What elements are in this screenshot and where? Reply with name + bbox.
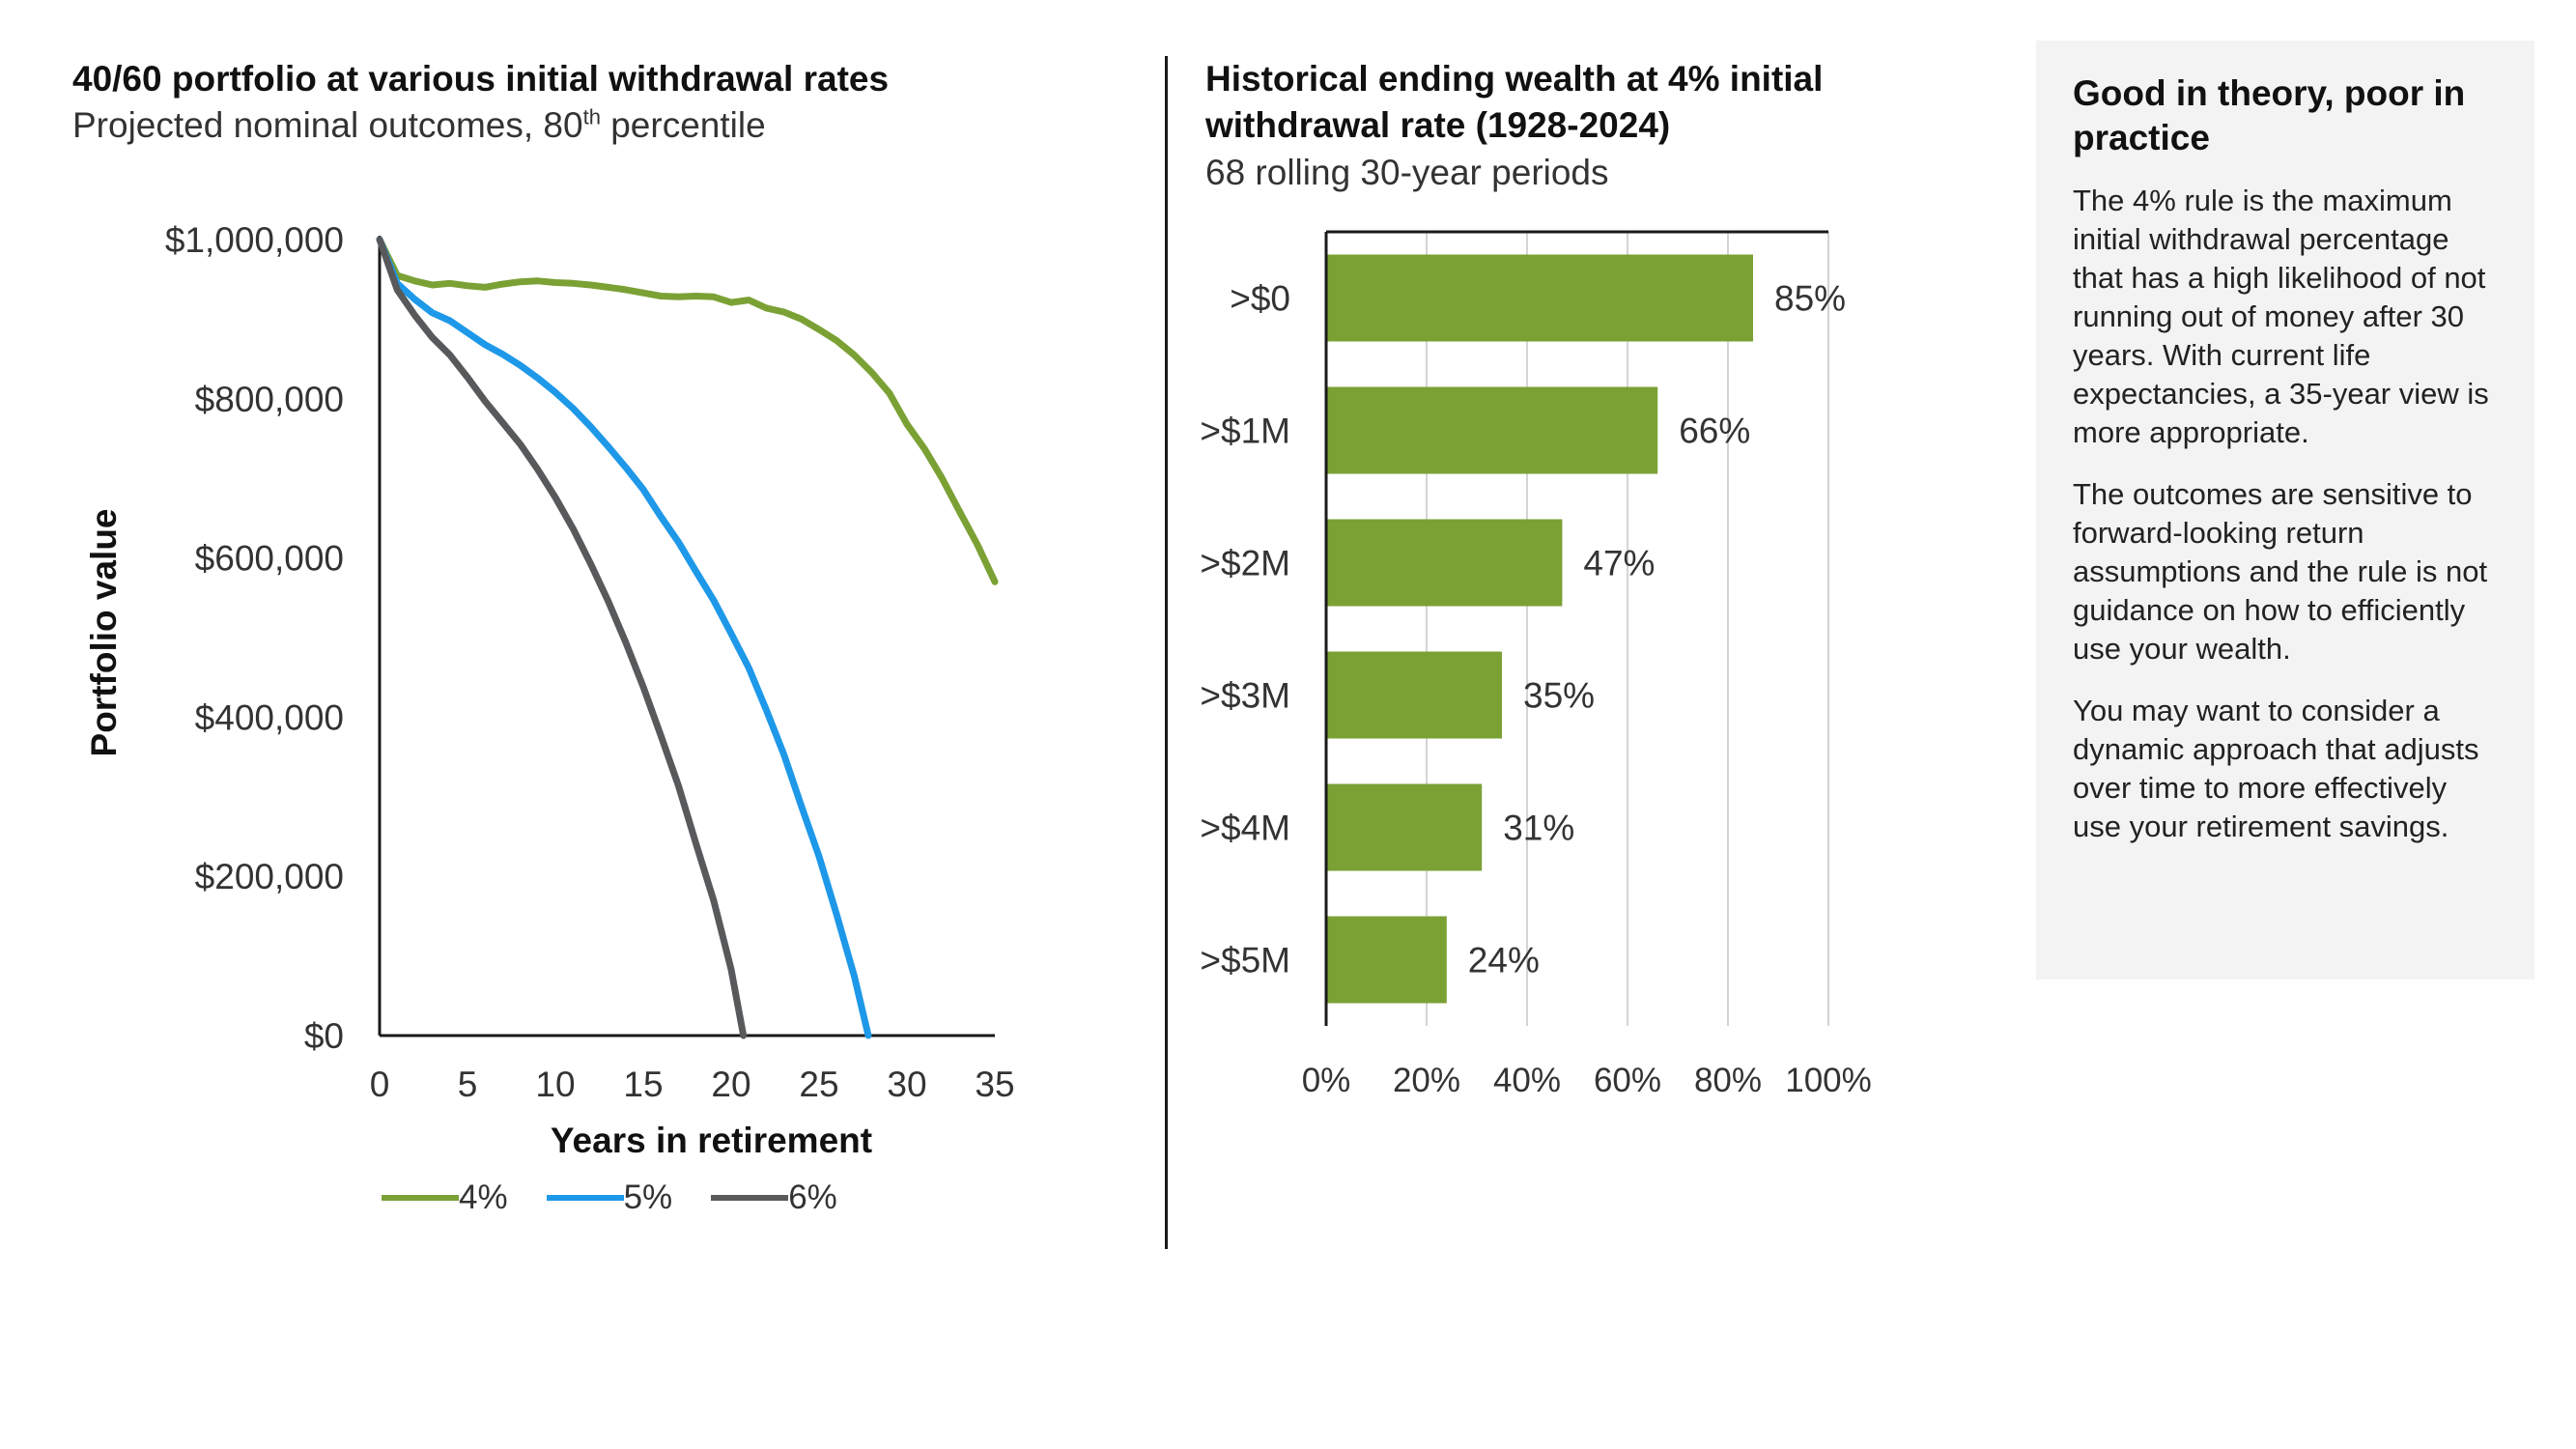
category-label: >$4M <box>1200 809 1290 848</box>
bar-5M <box>1326 916 1447 1004</box>
x-tick-label: 5 <box>458 1065 478 1104</box>
legend-item: 4% <box>382 1179 508 1217</box>
category-label: >$2M <box>1200 544 1290 583</box>
y-tick-label: $800,000 <box>195 380 344 419</box>
category-label: >$1M <box>1200 412 1290 451</box>
category-label: >$3M <box>1200 676 1290 716</box>
bar-x-tick-label: 40% <box>1493 1062 1561 1099</box>
bar-value-label: 85% <box>1774 279 1846 319</box>
sidebar-paragraph: You may want to consider a dynamic appro… <box>2073 694 2479 843</box>
bar-x-tick-label: 60% <box>1594 1062 1661 1099</box>
legend-swatch <box>546 1195 624 1201</box>
bar-4M <box>1326 783 1483 871</box>
right-chart-title: Historical ending wealth at 4% initial w… <box>1205 59 1824 145</box>
left-chart-title: 40/60 portfolio at various initial withd… <box>72 59 890 99</box>
y-tick-label: $0 <box>304 1016 344 1056</box>
x-tick-label: 25 <box>799 1065 838 1104</box>
left-subtitle-sup: th <box>582 104 601 129</box>
bar-0 <box>1326 254 1753 342</box>
x-tick-label: 15 <box>623 1065 663 1104</box>
bar-x-tick-label: 20% <box>1393 1062 1460 1099</box>
y-tick-label: $1,000,000 <box>165 220 344 260</box>
legend-swatch <box>711 1195 789 1201</box>
info-sidebar: Good in theory, poor in practice The 4% … <box>2036 41 2534 980</box>
legend-label: 6% <box>788 1179 837 1216</box>
section-divider <box>1165 56 1168 1249</box>
series-line-4pct <box>376 236 999 585</box>
right-chart-subtitle: 68 rolling 30-year periods <box>1205 153 1609 192</box>
legend-label: 5% <box>623 1179 673 1216</box>
bar-chart: >$0 85% >$1M 66% >$2M 47% >$3M 35% >$4M 31% >$5M 24… <box>1200 230 1872 1099</box>
line-chart: $0 $200,000 $400,000 $600,000 $800,000 $1,000… <box>84 220 1015 1160</box>
category-label: >$0 <box>1230 279 1290 319</box>
bar-2M <box>1326 519 1563 607</box>
sidebar-paragraph: The outcomes are sensitive to forward-lo… <box>2073 477 2488 666</box>
category-label: >$5M <box>1200 941 1290 980</box>
bar-value-label: 24% <box>1468 941 1540 980</box>
bar-value-label: 31% <box>1503 809 1574 848</box>
x-tick-label: 10 <box>535 1065 575 1104</box>
legend-swatch <box>382 1195 459 1201</box>
legend-item: 5% <box>546 1179 673 1217</box>
x-tick-label: 0 <box>370 1065 390 1104</box>
bar-x-tick-label: 0% <box>1302 1062 1351 1099</box>
bar-1M <box>1326 386 1658 474</box>
sidebar-paragraph: The 4% rule is the maximum initial withd… <box>2073 184 2489 449</box>
bar-3M <box>1326 651 1502 739</box>
y-tick-label: $600,000 <box>195 539 344 579</box>
bar-value-label: 47% <box>1583 544 1655 583</box>
left-chart-subtitle: Projected nominal outcomes, 80th percent… <box>72 102 766 149</box>
series-line-5pct <box>376 236 872 1039</box>
x-tick-label: 20 <box>711 1065 750 1104</box>
left-subtitle-suffix: percentile <box>600 105 766 145</box>
y-axis-label: Portfolio value <box>84 509 124 757</box>
series-line-6pct <box>376 236 748 1039</box>
bar-value-label: 35% <box>1523 676 1595 716</box>
y-tick-label: $400,000 <box>195 697 344 737</box>
legend-label: 4% <box>459 1179 508 1216</box>
line-chart-legend: 4% 5% 6% <box>382 1177 876 1219</box>
bar-value-label: 66% <box>1679 412 1750 451</box>
bar-x-tick-label: 100% <box>1785 1062 1872 1099</box>
sidebar-heading: Good in theory, poor in practice <box>2073 73 2466 157</box>
x-tick-label: 30 <box>887 1065 926 1104</box>
legend-item: 6% <box>711 1179 837 1217</box>
left-subtitle-prefix: Projected nominal outcomes, 80 <box>72 105 583 145</box>
x-tick-label: 35 <box>975 1065 1014 1104</box>
y-tick-label: $200,000 <box>195 857 344 896</box>
bar-x-tick-label: 80% <box>1694 1062 1762 1099</box>
x-axis-label: Years in retirement <box>551 1121 872 1160</box>
